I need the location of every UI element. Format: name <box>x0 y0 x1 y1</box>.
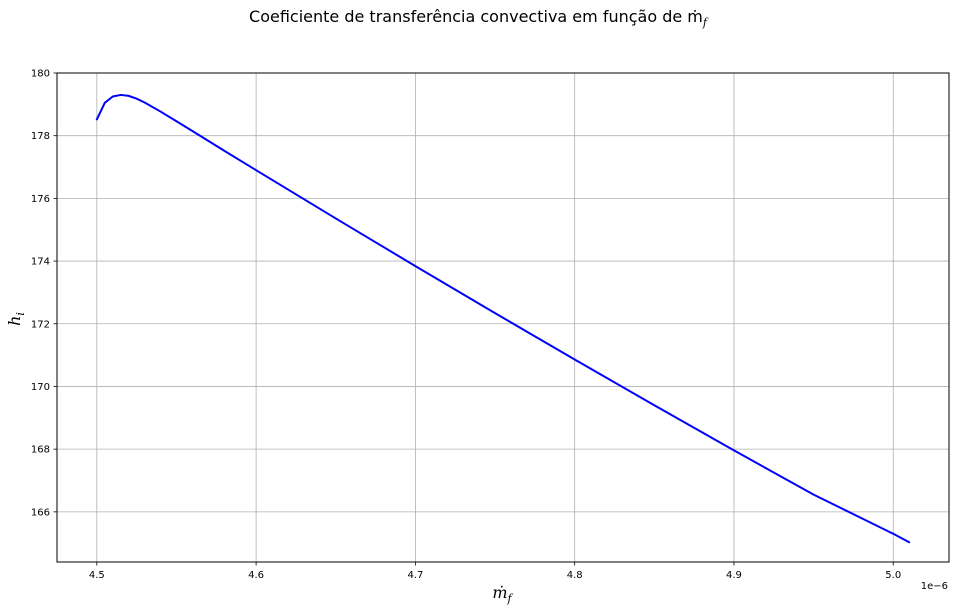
x-axis-offset-label: 1e−6 <box>921 581 948 592</box>
y-tick-label: 178 <box>31 131 50 142</box>
x-tick-label: 5.0 <box>885 570 901 581</box>
y-tick-label: 176 <box>31 194 50 205</box>
series-line <box>95 93 911 544</box>
y-axis-label-group: hi <box>5 312 27 326</box>
chart-title-subscript: f <box>702 16 709 29</box>
x-tick-label: 4.5 <box>89 570 105 581</box>
x-tick-label: 4.7 <box>407 570 423 581</box>
y-tick-label: 166 <box>31 507 50 518</box>
x-axis-label-subscript: f <box>507 592 514 605</box>
chart-title-text: Coeficiente de transferência convectiva … <box>249 7 703 26</box>
x-tick-label: 4.8 <box>567 570 583 581</box>
y-tick-label: 174 <box>31 257 50 268</box>
y-tick-label: 180 <box>31 69 50 80</box>
x-axis-label: ṁf <box>492 583 513 605</box>
series-layer <box>95 93 911 544</box>
y-tick-label: 170 <box>31 382 50 393</box>
x-tick-label: 4.6 <box>248 570 264 581</box>
y-axis-label-subscript: i <box>14 312 27 316</box>
x-tick-label: 4.9 <box>726 570 742 581</box>
plot-area: 4.5 4.6 4.7 4.8 4.9 5.0 166 168 170 172 174 176 178 1… <box>31 69 950 582</box>
ticks: 4.5 4.6 4.7 4.8 4.9 5.0 166 168 170 172 174 176 178 1… <box>31 69 901 582</box>
axes-frame <box>56 72 950 563</box>
x-axis-label-text: ṁ <box>492 583 507 602</box>
y-tick-label: 168 <box>31 445 50 456</box>
y-tick-label: 172 <box>31 319 50 330</box>
chart-title: Coeficiente de transferência convectiva … <box>249 7 709 29</box>
y-axis-label-text: h <box>5 316 24 326</box>
y-axis-label: hi <box>5 312 27 326</box>
